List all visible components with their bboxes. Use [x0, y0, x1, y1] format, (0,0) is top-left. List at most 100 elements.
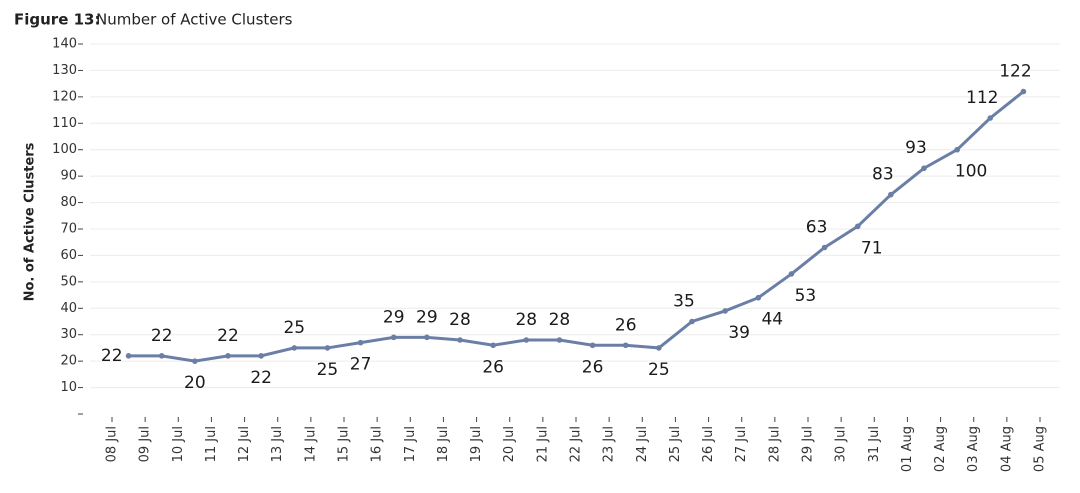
x-tick-label: 28 Jul — [767, 426, 782, 462]
y-tick-label: 30 — [60, 327, 77, 342]
marker — [424, 334, 430, 341]
marker — [158, 353, 165, 359]
data-label: 25 — [283, 318, 305, 338]
data-label: 26 — [615, 315, 637, 335]
marker — [556, 337, 563, 343]
marker — [291, 345, 298, 351]
marker — [656, 345, 662, 351]
data-label: 122 — [999, 62, 1031, 82]
x-tick-label: 21 Jul — [535, 426, 550, 462]
x-tick-label: 26 Jul — [701, 426, 716, 462]
x-tick-label: 27 Jul — [734, 426, 749, 462]
marker — [490, 342, 496, 349]
marker — [523, 337, 530, 343]
data-label: 93 — [905, 138, 927, 158]
x-tick-label: 25 Jul — [668, 426, 683, 462]
marker — [324, 345, 331, 351]
x-tick-label: 13 Jul — [270, 426, 285, 462]
y-tick-label: 40 — [60, 301, 77, 316]
marker — [457, 337, 463, 343]
y-tick-label: 50 — [60, 274, 77, 289]
data-label: 29 — [416, 307, 438, 327]
y-tick-label: 10 — [60, 380, 77, 395]
marker — [258, 353, 264, 359]
y-tick-label: 90 — [60, 169, 77, 184]
marker — [192, 358, 198, 364]
data-label: 28 — [549, 310, 571, 330]
y-tick-label: 80 — [60, 195, 77, 210]
data-label: 25 — [648, 360, 670, 380]
marker — [722, 308, 728, 314]
data-label: 20 — [184, 373, 206, 393]
data-label: 39 — [728, 323, 750, 343]
data-label: 100 — [955, 162, 987, 182]
data-label: 44 — [761, 310, 783, 330]
y-tick-label: 110 — [52, 116, 77, 131]
data-label: 35 — [673, 292, 695, 312]
marker — [888, 191, 894, 198]
x-tick-label: 22 Jul — [569, 426, 584, 462]
x-tick-label: 15 Jul — [337, 426, 352, 462]
x-tick-label: 30 Jul — [834, 426, 849, 462]
marker — [755, 294, 762, 301]
data-label: 26 — [482, 357, 504, 377]
marker — [390, 334, 397, 341]
data-label: 28 — [449, 310, 471, 330]
x-tick-label: 19 Jul — [469, 426, 484, 462]
figure-label: Figure 13: — [14, 11, 100, 29]
y-tick-label: 140 — [52, 37, 77, 52]
x-tick-label: 01 Aug — [900, 426, 915, 472]
x-tick-label: 16 Jul — [370, 426, 385, 462]
data-label: 53 — [795, 286, 817, 306]
y-tick-label: 70 — [60, 222, 77, 237]
x-tick-label: 23 Jul — [602, 426, 617, 462]
line — [128, 90, 1025, 363]
data-label: 63 — [806, 218, 828, 238]
x-tick-label: 05 Aug — [1033, 426, 1048, 472]
x-tick-label: 08 Jul — [105, 426, 120, 462]
marker — [357, 339, 364, 346]
data-label: 83 — [872, 165, 894, 185]
y-tick-label: 120 — [52, 89, 77, 104]
data-label: 22 — [151, 326, 173, 346]
x-tick-label: 20 Jul — [502, 426, 517, 462]
marker — [921, 165, 927, 172]
data-label: 22 — [217, 326, 239, 346]
marker — [954, 146, 960, 153]
x-tick-label: 11 Jul — [204, 426, 219, 462]
x-tick-label: 02 Aug — [933, 426, 948, 472]
marker — [1020, 88, 1027, 95]
data-label: 29 — [383, 307, 405, 327]
chart-title: Number of Active Clusters — [96, 11, 293, 29]
marker — [689, 318, 695, 325]
x-tick-label: 24 Jul — [635, 426, 650, 462]
marker — [589, 342, 596, 349]
marker — [788, 271, 795, 277]
marker — [854, 223, 861, 230]
marker — [125, 353, 132, 359]
data-label: 26 — [582, 357, 604, 377]
x-tick-label: 14 Jul — [303, 426, 318, 462]
x-tick-label: 04 Aug — [999, 426, 1014, 472]
data-label: 27 — [350, 355, 372, 375]
y-tick-label: 20 — [60, 354, 77, 369]
marker — [225, 353, 231, 359]
x-tick-label: 03 Aug — [966, 426, 981, 472]
data-label: 28 — [515, 310, 537, 330]
x-tick-label: 17 Jul — [403, 426, 418, 462]
y-axis-label: No. of Active Clusters — [23, 142, 38, 301]
y-tick-label: 60 — [60, 248, 77, 263]
data-label: 25 — [317, 360, 339, 380]
y-tick-label: 130 — [52, 63, 77, 78]
x-tick-label: 18 Jul — [436, 426, 451, 462]
x-tick-label: 10 Jul — [171, 426, 186, 462]
data-label: 22 — [250, 368, 272, 388]
marker — [987, 115, 994, 121]
y-tick-label: 100 — [52, 142, 77, 157]
data-label: 112 — [966, 88, 998, 108]
data-label: 22 — [101, 346, 123, 366]
x-tick-label: 29 Jul — [801, 426, 816, 462]
x-tick-label: 09 Jul — [138, 426, 153, 462]
data-label: 71 — [861, 238, 883, 258]
